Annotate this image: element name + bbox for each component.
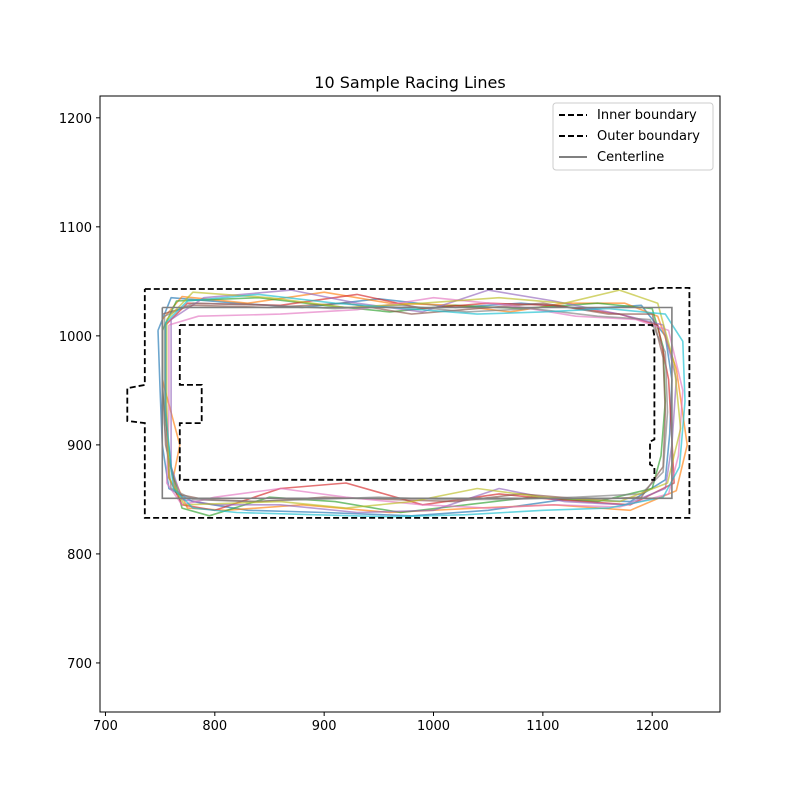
chart-title: 10 Sample Racing Lines <box>314 73 505 92</box>
x-axis: 700 800 900 1000 1100 1200 <box>93 712 669 734</box>
racing-line-8 <box>163 302 669 503</box>
x-tick-label: 800 <box>202 719 227 734</box>
racing-line-7 <box>165 296 684 509</box>
y-tick-label: 800 <box>67 548 92 563</box>
racing-line-6 <box>161 302 667 503</box>
racing-line-10 <box>164 293 686 518</box>
x-tick-label: 700 <box>93 719 118 734</box>
plot-series <box>157 289 689 518</box>
racing-line-9 <box>165 289 682 509</box>
y-tick-label: 1100 <box>59 221 92 236</box>
inner-boundary <box>178 324 656 481</box>
racing-line-4 <box>164 293 675 512</box>
y-tick-label: 900 <box>67 439 92 454</box>
x-tick-label: 1100 <box>526 719 559 734</box>
centerline <box>161 306 673 500</box>
plot-boundaries <box>126 286 691 519</box>
racing-line-1 <box>157 296 673 517</box>
y-tick-label: 1200 <box>59 112 92 127</box>
legend-box <box>552 102 714 171</box>
y-tick-label: 700 <box>67 657 92 672</box>
legend-label-outer-boundary: Outer boundary <box>597 129 700 144</box>
plot-frame <box>99 95 721 713</box>
racing-line-3 <box>161 296 667 517</box>
legend: Inner boundary Outer boundary Centerline <box>552 102 714 171</box>
x-tick-label: 1200 <box>636 719 669 734</box>
x-tick-label: 900 <box>312 719 337 734</box>
legend-label-centerline: Centerline <box>597 150 664 165</box>
y-tick-label: 1000 <box>59 330 92 345</box>
racing-line-2 <box>161 291 689 514</box>
legend-label-inner-boundary: Inner boundary <box>597 108 697 123</box>
racing-line-5 <box>170 289 678 514</box>
x-tick-label: 1000 <box>417 719 450 734</box>
y-axis: 700 800 900 1000 1100 1200 <box>59 112 100 672</box>
outer-boundary <box>126 286 691 519</box>
